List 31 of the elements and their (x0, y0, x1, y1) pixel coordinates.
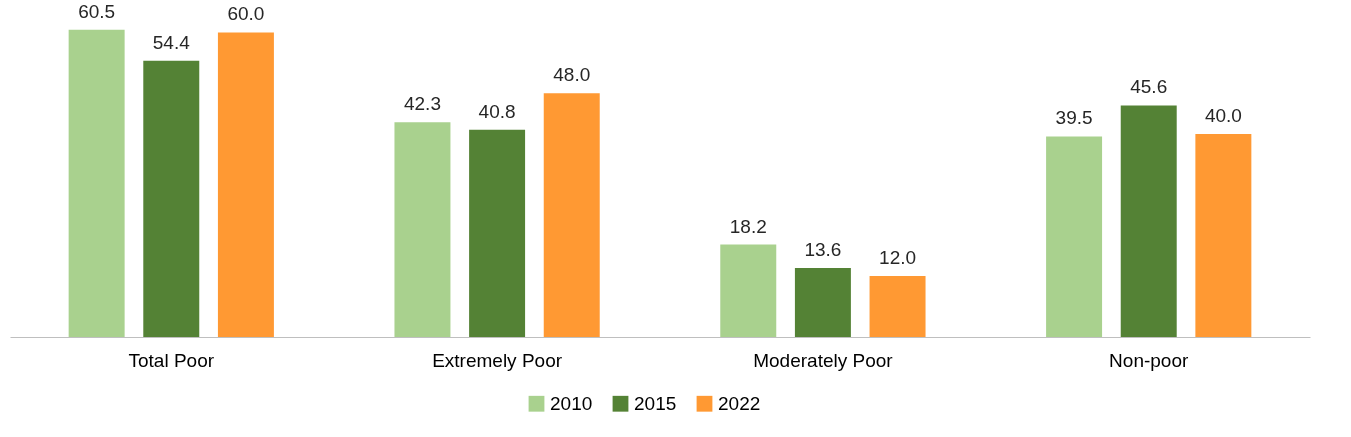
bar (720, 244, 777, 337)
legend-label: 2015 (634, 392, 677, 414)
data-label: 40.8 (478, 100, 516, 122)
x-tick-label: Extremely Poor (432, 349, 563, 371)
legend-label: 2022 (718, 392, 761, 414)
bar (394, 122, 451, 337)
data-label: 13.6 (804, 238, 842, 260)
data-label: 60.5 (78, 0, 116, 22)
legend-label: 2010 (550, 392, 593, 414)
bar (1046, 136, 1103, 337)
bar (1195, 133, 1252, 337)
bar (217, 32, 274, 337)
bar (543, 93, 600, 337)
bar (869, 276, 926, 337)
x-tick-label: Moderately Poor (753, 349, 894, 371)
data-label: 39.5 (1055, 107, 1093, 129)
data-label: 54.4 (152, 31, 191, 53)
data-label: 48.0 (553, 64, 591, 86)
data-label: 42.3 (403, 93, 441, 115)
bar (68, 29, 125, 337)
data-label: 60.0 (227, 3, 265, 25)
data-label: 40.0 (1204, 104, 1242, 126)
bar (143, 60, 200, 337)
data-label: 45.6 (1130, 76, 1168, 98)
x-tick-label: Total Poor (128, 349, 215, 371)
bar (794, 267, 851, 337)
bar (1120, 105, 1177, 337)
data-label: 12.0 (879, 247, 917, 269)
bar (469, 129, 526, 337)
x-tick-label: Non-poor (1109, 349, 1189, 371)
data-label: 18.2 (729, 215, 767, 237)
